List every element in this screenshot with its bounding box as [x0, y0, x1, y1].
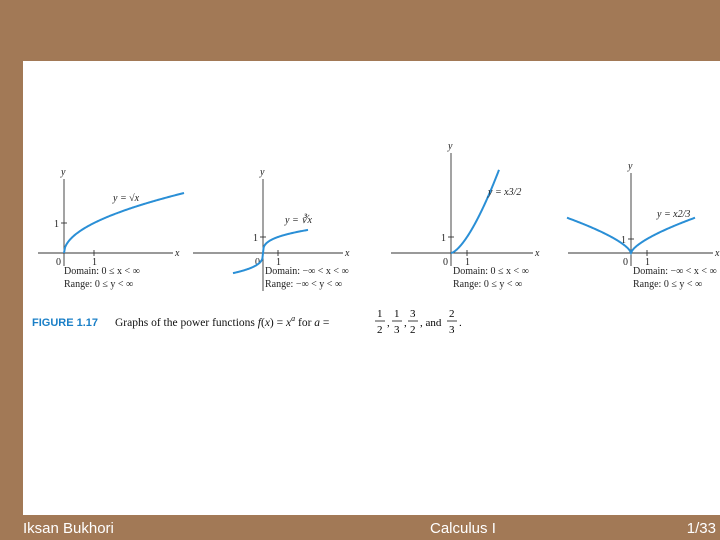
x-tick-label-1: 1: [92, 257, 97, 268]
svg-text:,: ,: [387, 317, 390, 329]
y-tick-label-1: 1: [441, 233, 446, 244]
x-tick-label-0: 0: [56, 257, 61, 268]
function-curve: [450, 169, 500, 254]
footer-author: Iksan Bukhori: [23, 520, 114, 537]
domain-text: Domain: 0 ≤ x < ∞: [64, 266, 140, 277]
domain-text: Domain: −∞ < x < ∞: [633, 266, 717, 277]
caption-tail: , and: [420, 317, 442, 329]
y-tick-label-1: 1: [54, 219, 59, 230]
chart-panel-2: x y 0 1 1 y = ∛x Domain: −∞ < x < ∞ Range: −∞ <…: [193, 167, 350, 291]
x-axis-label: x: [344, 248, 350, 259]
curve-label: y = ∛x: [284, 213, 313, 226]
svg-text:1: 1: [377, 308, 383, 320]
range-text: Range: −∞ < y < ∞: [265, 279, 342, 290]
footer-page-number: 1/33: [686, 520, 716, 537]
x-tick-label-1: 1: [465, 257, 470, 268]
x-tick-label-1: 1: [276, 257, 281, 268]
svg-text:3: 3: [410, 308, 416, 320]
y-axis-label: y: [259, 167, 265, 178]
fraction-one-third: 13: [392, 308, 402, 336]
x-axis-label: x: [534, 248, 540, 259]
caption-fractions: 12 , 13 , 32 , and 23 .: [375, 308, 462, 336]
svg-text:,: ,: [404, 317, 407, 329]
x-tick-label-1: 1: [645, 257, 650, 268]
svg-text:.: .: [459, 317, 462, 329]
y-axis-label: y: [627, 161, 633, 172]
svg-text:2: 2: [449, 308, 455, 320]
fraction-three-halves: 32: [408, 308, 418, 336]
y-tick-label-1: 1: [621, 235, 626, 246]
x-tick-label-0: 0: [623, 257, 628, 268]
x-tick-label-0: 0: [255, 257, 260, 268]
figure-caption-text: Graphs of the power functions: [115, 317, 255, 329]
domain-text: Domain: 0 ≤ x < ∞: [453, 266, 529, 277]
range-text: Range: 0 ≤ y < ∞: [64, 279, 133, 290]
y-axis-label: y: [60, 167, 66, 178]
footer-course: Calculus I: [430, 520, 496, 537]
svg-text:2: 2: [410, 324, 416, 336]
curve-label: y = x3/2: [487, 187, 521, 198]
chart-panel-1: x y 0 1 1 y = √x Domain: 0 ≤ x < ∞ Range: 0 ≤ y…: [38, 167, 185, 290]
x-tick-label-0: 0: [443, 257, 448, 268]
y-tick-label-1: 1: [253, 233, 258, 244]
chart-panel-3: x y 0 1 1 y = x3/2 Domain: 0 ≤ x < ∞ Range: 0 ≤…: [391, 141, 540, 290]
figure-label: FIGURE 1.17: [32, 317, 98, 329]
domain-text: Domain: −∞ < x < ∞: [265, 266, 349, 277]
y-axis-label: y: [447, 141, 453, 152]
svg-text:3: 3: [394, 324, 400, 336]
fraction-two-thirds: 23: [447, 308, 457, 336]
x-axis-label: x: [714, 248, 720, 259]
svg-text:1: 1: [394, 308, 400, 320]
curve-label: y = √x: [112, 193, 140, 204]
figure-caption: Graphs of the power functions f(x) = xa …: [115, 314, 329, 329]
range-text: Range: 0 ≤ y < ∞: [633, 279, 702, 290]
svg-text:3: 3: [449, 324, 455, 336]
range-text: Range: 0 ≤ y < ∞: [453, 279, 522, 290]
fraction-one-half: 12: [375, 308, 385, 336]
chart-panel-4: x y 0 1 1 y = x2/3 Domain: −∞ < x < ∞ Range: 0 …: [566, 161, 720, 290]
x-axis-label: x: [174, 248, 180, 259]
svg-text:2: 2: [377, 324, 383, 336]
curve-label: y = x2/3: [656, 209, 690, 220]
